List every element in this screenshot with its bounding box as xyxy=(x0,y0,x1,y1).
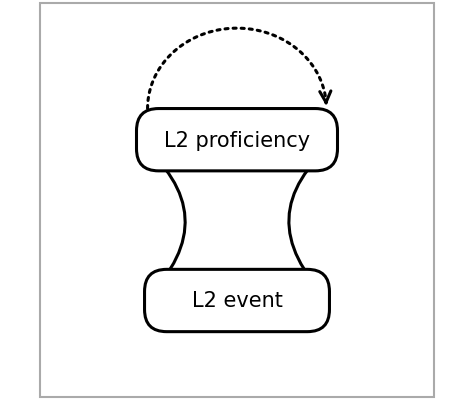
Text: L2 event: L2 event xyxy=(191,291,283,311)
Text: L2 proficiency: L2 proficiency xyxy=(164,130,310,150)
FancyBboxPatch shape xyxy=(137,109,337,172)
FancyBboxPatch shape xyxy=(145,270,329,332)
FancyArrowPatch shape xyxy=(137,140,185,300)
FancyArrowPatch shape xyxy=(289,142,336,301)
